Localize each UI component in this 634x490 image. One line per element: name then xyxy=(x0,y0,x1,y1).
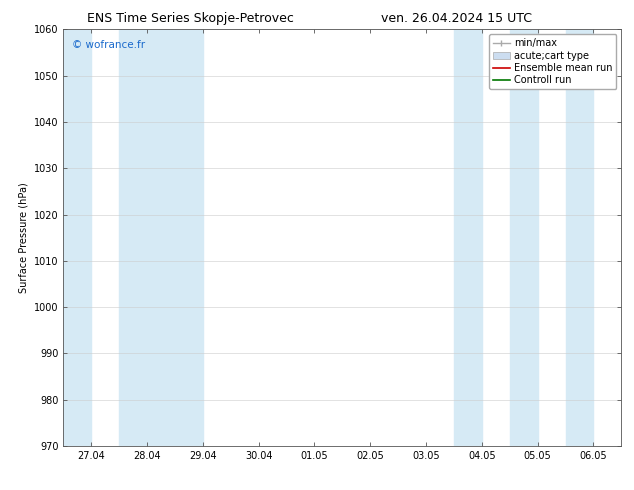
Legend: min/max, acute;cart type, Ensemble mean run, Controll run: min/max, acute;cart type, Ensemble mean … xyxy=(489,34,616,89)
Bar xyxy=(454,29,482,446)
Y-axis label: Surface Pressure (hPa): Surface Pressure (hPa) xyxy=(18,182,29,293)
Text: © wofrance.fr: © wofrance.fr xyxy=(72,40,145,50)
Bar xyxy=(566,29,593,446)
Bar xyxy=(119,29,203,446)
Text: ENS Time Series Skopje-Petrovec: ENS Time Series Skopje-Petrovec xyxy=(87,12,294,25)
Bar xyxy=(510,29,538,446)
Bar xyxy=(63,29,91,446)
Text: ven. 26.04.2024 15 UTC: ven. 26.04.2024 15 UTC xyxy=(381,12,532,25)
